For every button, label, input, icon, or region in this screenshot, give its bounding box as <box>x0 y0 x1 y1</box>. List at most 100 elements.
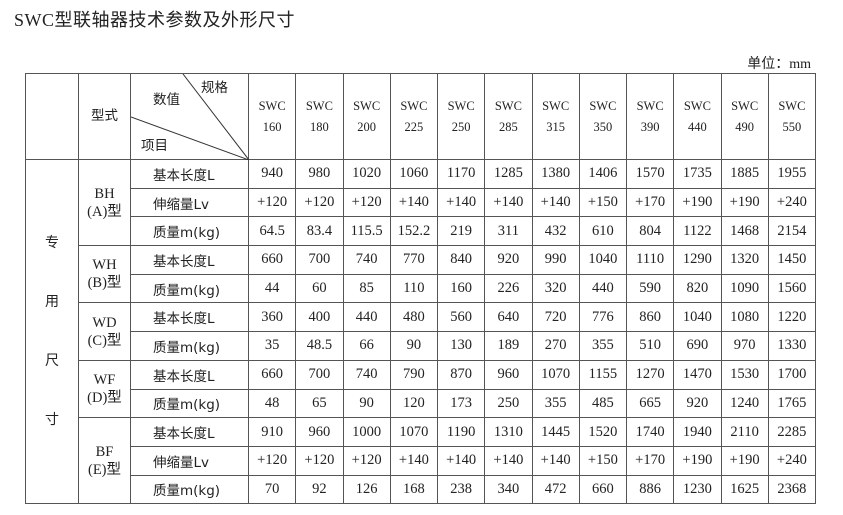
value-cell: 1520 <box>578 417 628 447</box>
value-cell: 2154 <box>767 216 817 247</box>
item-cell: 质量m(kg) <box>130 331 249 361</box>
item-label: 项目 <box>141 138 168 154</box>
value-cell: 1220 <box>767 302 817 333</box>
table-row: 质量m(kg) 44 60 85 110 160 226 320 440 590 820 1090 15… <box>26 273 817 304</box>
item-name: 基本长度L <box>153 167 215 184</box>
model-name: SWC 490 <box>731 98 759 134</box>
table-row: 伸缩量Lv +120 +120 +120 +140 +140 +140 +140 +150 +17… <box>26 187 817 218</box>
item-name: 质量m(kg) <box>153 397 221 414</box>
type-name: WH (B)型 <box>87 257 122 292</box>
value-cell: 776 <box>578 302 628 333</box>
model-header: SWC 350 <box>578 73 628 160</box>
value-cell: +120 <box>342 187 391 218</box>
value-cell: 2285 <box>767 417 817 447</box>
value-cell: 1530 <box>720 359 769 390</box>
value-cell: 886 <box>625 474 675 505</box>
value-cell: 610 <box>578 216 628 247</box>
value-cell: 700 <box>295 359 344 390</box>
item-name: 伸缩量Lv <box>153 196 210 213</box>
value-cell: 720 <box>531 302 580 333</box>
header-row: 型式 规格 数值 项目 SWC 160 SWC 180 SWC 200 SWC 225 SWC … <box>25 73 817 160</box>
type-column-header: 型式 <box>78 73 131 160</box>
item-name: 基本长度L <box>153 368 215 385</box>
value-cell: 940 <box>247 159 297 189</box>
table-row: WH (B)型 基本长度L 660 700 740 770 840 920 990 1040 111… <box>26 245 817 304</box>
value-cell: 840 <box>436 245 486 275</box>
item-name: 伸缩量Lv <box>153 454 210 471</box>
value-cell: 1320 <box>720 245 769 275</box>
value-cell: 1090 <box>720 273 769 304</box>
value-cell: 92 <box>295 474 344 505</box>
value-cell: +140 <box>531 445 580 476</box>
item-name: 质量m(kg) <box>153 225 221 242</box>
value-cell: 740 <box>342 245 391 275</box>
model-name: SWC 200 <box>353 98 381 134</box>
value-cell: 1468 <box>720 216 769 247</box>
value-cell: 1735 <box>673 159 722 189</box>
item-cell: 伸缩量Lv <box>130 445 249 476</box>
value-cell: 440 <box>578 273 628 304</box>
value-cell: 485 <box>578 388 628 419</box>
value-cell: 1450 <box>767 245 817 275</box>
type-cell: WH (B)型 <box>78 245 131 304</box>
value-cell: 400 <box>295 302 344 333</box>
model-name: SWC 180 <box>305 98 333 134</box>
value-cell: 1406 <box>578 159 628 189</box>
value-cell: 860 <box>625 302 675 333</box>
value-cell: 1155 <box>578 359 628 390</box>
item-name: 质量m(kg) <box>153 339 221 356</box>
model-name: SWC 160 <box>258 98 286 134</box>
model-name: SWC 315 <box>542 98 570 134</box>
category-header-blank <box>25 73 79 160</box>
value-cell: +190 <box>720 445 769 476</box>
value-cell: 250 <box>484 388 533 419</box>
value-cell: 238 <box>436 474 486 505</box>
value-cell: 1290 <box>673 245 722 275</box>
category-char: 寸 <box>45 412 59 429</box>
value-cell: 1570 <box>625 159 675 189</box>
value-cell: +140 <box>389 445 439 476</box>
value-cell: 770 <box>389 245 439 275</box>
table-row: 质量m(kg) 35 48.5 66 90 130 189 270 355 510 690 970 13… <box>26 331 817 361</box>
value-cell: 665 <box>625 388 675 419</box>
value-cell: 510 <box>625 331 675 361</box>
model-header: SWC 200 <box>342 73 391 160</box>
item-name: 质量m(kg) <box>153 483 221 500</box>
value-cell: 1040 <box>673 302 722 333</box>
value-cell: 90 <box>389 331 439 361</box>
value-cell: 1122 <box>673 216 722 247</box>
value-cell: 66 <box>342 331 391 361</box>
value-cell: 790 <box>389 359 439 390</box>
value-cell: 2368 <box>767 474 817 505</box>
value-cell: +150 <box>578 187 628 218</box>
type-name: BF (E)型 <box>87 443 121 478</box>
item-cell: 质量m(kg) <box>130 216 249 247</box>
model-name: SWC 390 <box>636 98 664 134</box>
value-cell: +120 <box>342 445 391 476</box>
value-cell: 660 <box>247 359 297 390</box>
table-row: 伸缩量Lv +120 +120 +120 +140 +140 +140 +140 +150 +17… <box>26 445 817 476</box>
type-cell: WD (C)型 <box>78 302 131 361</box>
model-name: SWC 350 <box>589 98 617 134</box>
value-cell: 70 <box>247 474 297 505</box>
type-cell: BH (A)型 <box>78 158 131 247</box>
value-cell: 804 <box>625 216 675 247</box>
value-cell: 660 <box>578 474 628 505</box>
item-name: 基本长度L <box>153 311 215 328</box>
value-cell: 160 <box>436 273 486 304</box>
value-cell: +140 <box>436 445 486 476</box>
value-cell: 1885 <box>720 159 769 189</box>
value-cell: 970 <box>720 331 769 361</box>
model-name: SWC 250 <box>447 98 475 134</box>
value-cell: 168 <box>389 474 439 505</box>
value-cell: 1240 <box>720 388 769 419</box>
value-cell: 311 <box>484 216 533 247</box>
model-name: SWC 285 <box>494 98 522 134</box>
table-row: 质量m(kg) 70 92 126 168 238 340 472 660 886 1230 1625… <box>26 474 817 505</box>
value-cell: 35 <box>247 331 297 361</box>
value-cell: 120 <box>389 388 439 419</box>
item-cell: 伸缩量Lv <box>130 187 249 218</box>
value-cell: 1700 <box>767 359 817 390</box>
model-header: SWC 490 <box>720 73 769 160</box>
value-cell: +190 <box>673 445 722 476</box>
